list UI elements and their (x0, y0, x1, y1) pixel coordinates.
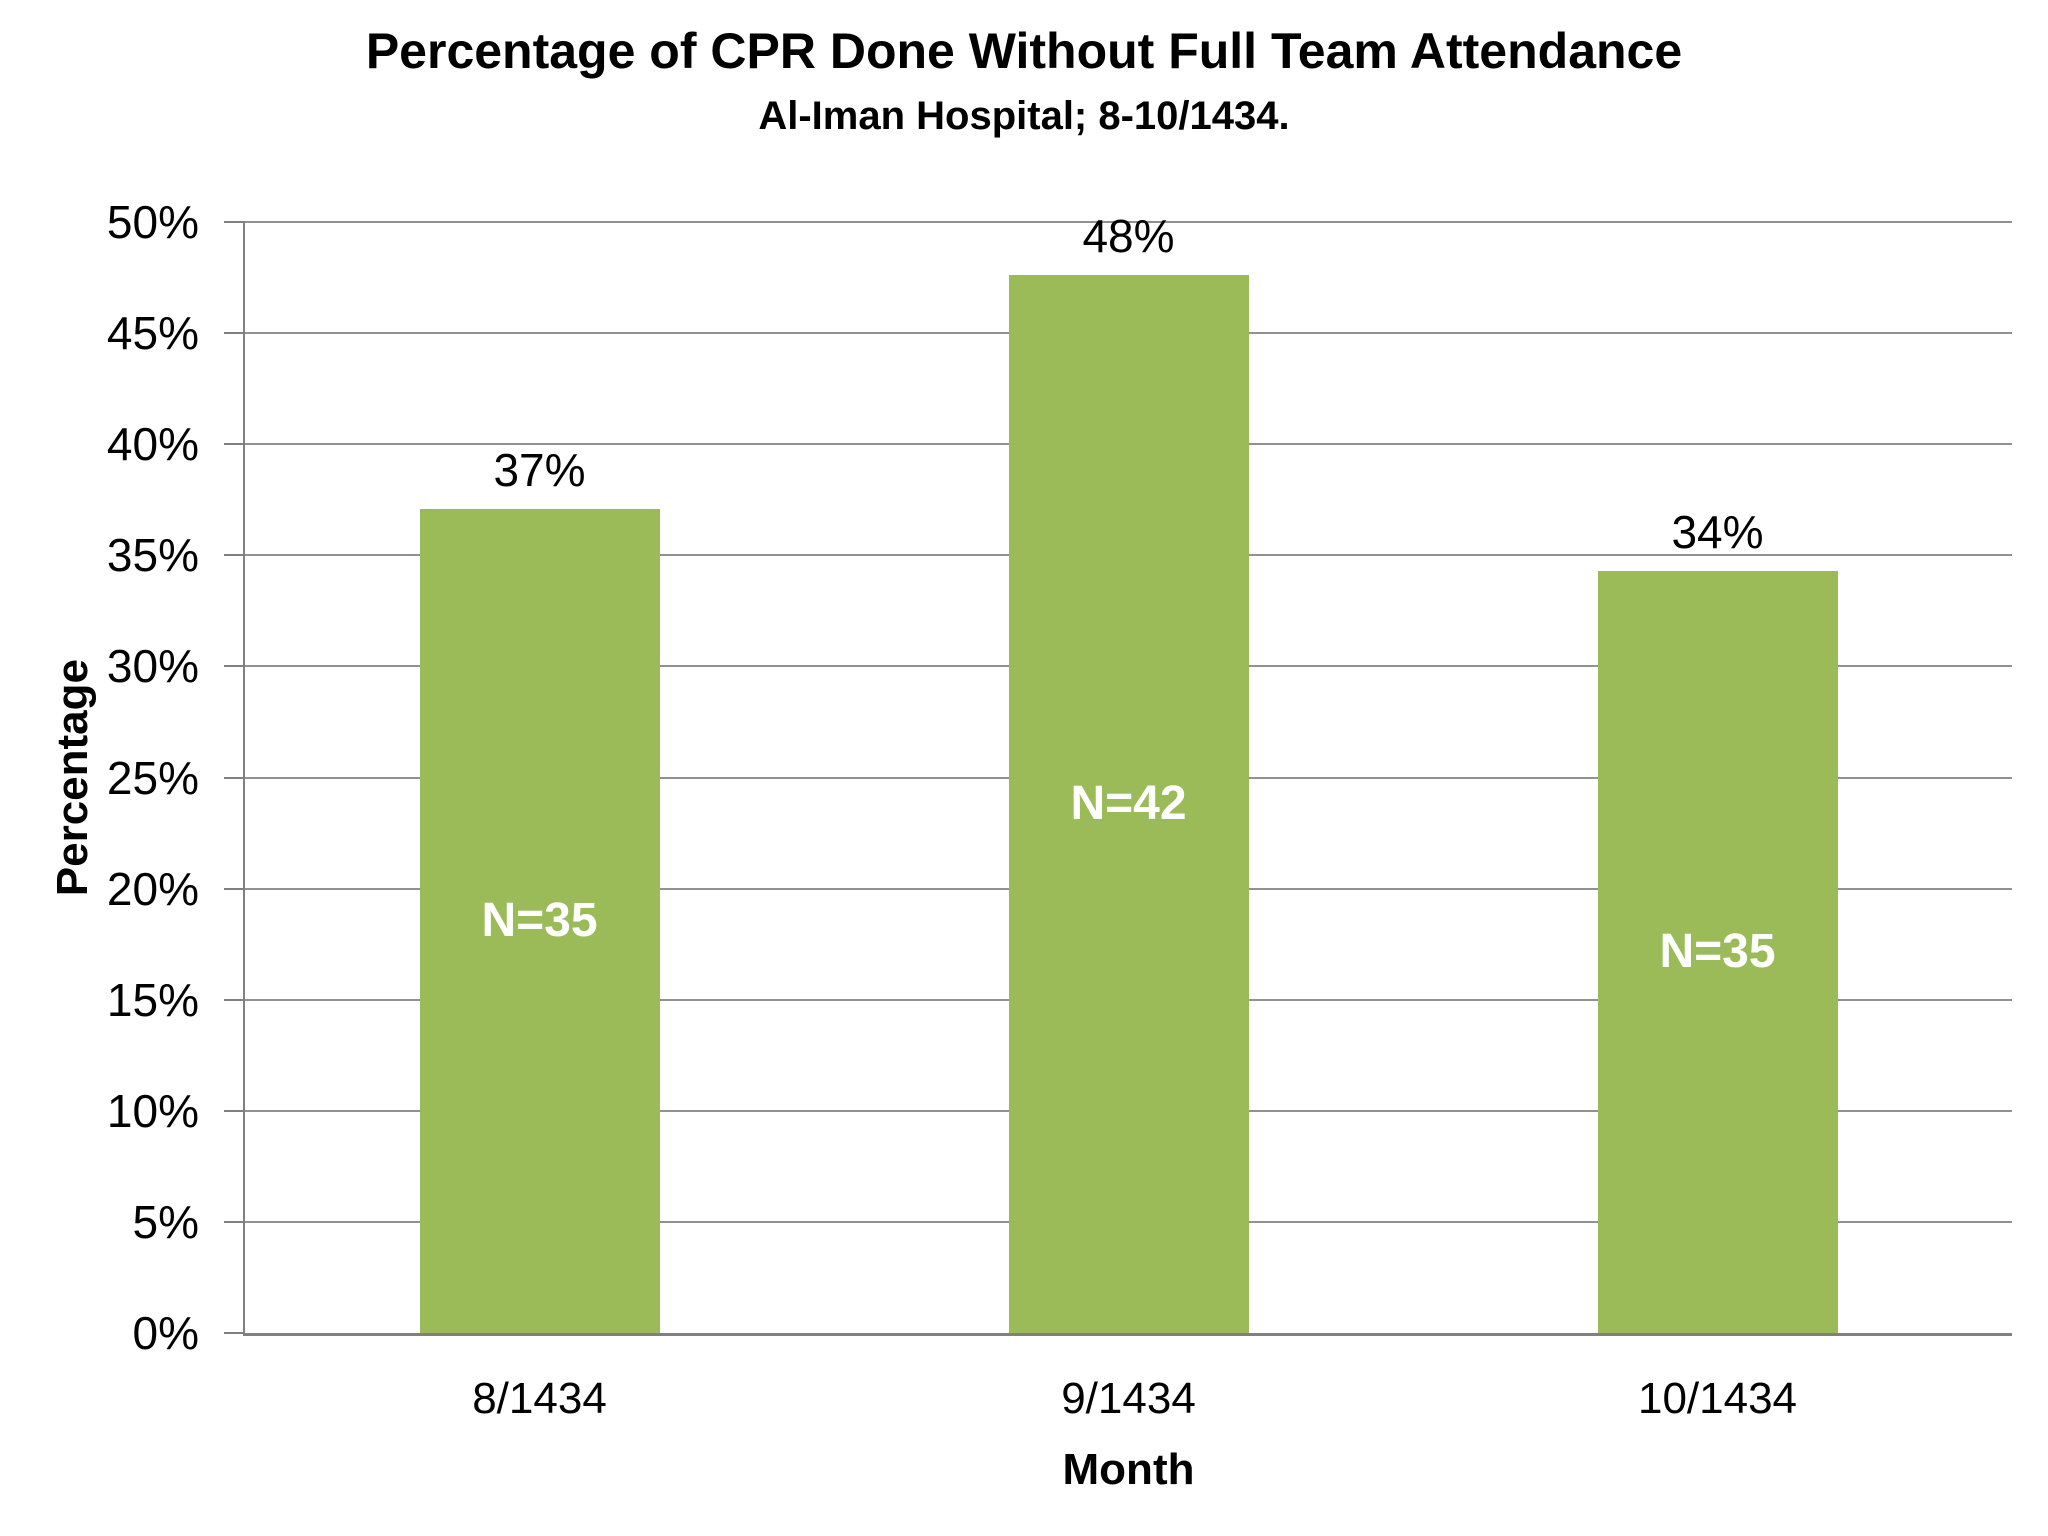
bar-n-label: N=42 (1070, 777, 1187, 831)
y-tick-label: 15% (106, 973, 199, 1026)
x-tick-label: 8/1434 (472, 1374, 607, 1423)
y-tick-mark (224, 332, 245, 335)
plot-area: Percentage Month 0% 5% 10% 15% 20% 25% 30% 35% 4… (48, 199, 2012, 1492)
bar-value-label: 48% (1082, 210, 1175, 263)
gridline (245, 221, 2012, 223)
y-tick-label: 35% (106, 529, 199, 582)
bar-value-label: 37% (493, 443, 586, 496)
bar-n-label: N=35 (1659, 924, 1776, 978)
bar-n-label: N=35 (481, 893, 598, 947)
y-axis-title-wrap: Percentage (43, 222, 103, 1333)
y-tick-mark (224, 776, 245, 779)
y-tick-mark (224, 554, 245, 557)
chart-title: Percentage of CPR Done Without Full Team… (365, 23, 1683, 79)
y-tick-mark (224, 1332, 245, 1334)
x-tick-label: 9/1434 (1061, 1374, 1196, 1423)
y-tick-mark (224, 443, 245, 446)
bar-9-1434: N=42 (1008, 275, 1249, 1333)
y-tick-mark (224, 998, 245, 1001)
y-tick-label: 25% (106, 751, 199, 804)
bar-8-1434: N=35 (419, 508, 660, 1333)
y-tick-label: 10% (106, 1084, 199, 1137)
y-tick-label: 50% (106, 196, 199, 248)
x-axis-title: Month (1062, 1445, 1195, 1494)
chart-subtitle: Al-Iman Hospital; 8-10/1434. (758, 94, 1290, 138)
y-tick-mark (224, 887, 245, 890)
x-tick-label: 10/1434 (1637, 1374, 1798, 1423)
y-axis-title: Percentage (48, 658, 97, 897)
y-tick-mark (224, 1109, 245, 1112)
y-tick-label: 0% (132, 1307, 199, 1359)
y-tick-label: 20% (106, 862, 199, 915)
y-tick-mark (224, 1220, 245, 1223)
y-tick-mark (224, 665, 245, 668)
y-tick-label: 45% (106, 307, 199, 360)
bar-10-1434: N=35 (1597, 570, 1838, 1333)
y-tick-label: 40% (106, 418, 199, 471)
y-tick-mark (224, 221, 245, 223)
y-tick-label: 30% (106, 640, 199, 693)
bar-value-label: 34% (1671, 505, 1764, 558)
y-tick-label: 5% (132, 1195, 199, 1248)
